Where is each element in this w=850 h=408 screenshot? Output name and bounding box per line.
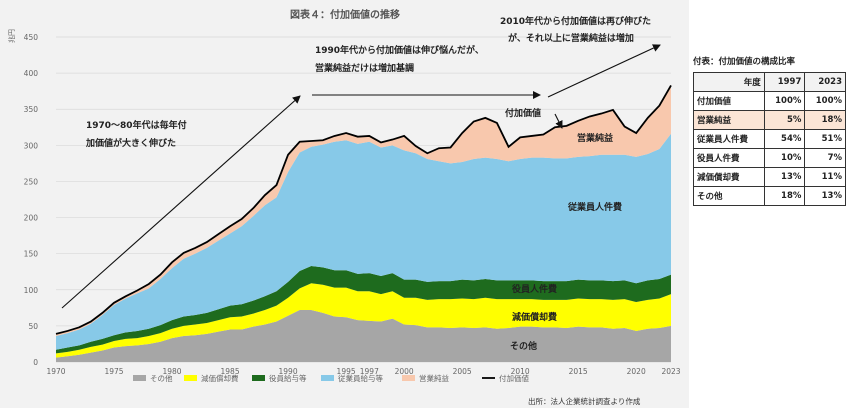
cell-2023: 7% bbox=[804, 148, 846, 168]
cell-1997: 100% bbox=[763, 91, 806, 111]
legend-label: 役員給与等 bbox=[269, 373, 307, 383]
area-役員給与等 bbox=[56, 265, 671, 354]
area-営業純益 bbox=[56, 85, 671, 336]
annotation-text: 1970～80年代は毎年付 bbox=[86, 119, 187, 131]
legend-label: 従業員給与等 bbox=[338, 373, 383, 383]
x-tick-label: 2000 bbox=[395, 367, 414, 376]
trend-arrow bbox=[61, 95, 301, 309]
table-title: 付表：付加価値の構成比率 bbox=[693, 57, 796, 67]
x-tick-label: 1970 bbox=[46, 367, 65, 376]
y-tick-label: 450 bbox=[24, 33, 39, 42]
y-tick-label: 250 bbox=[24, 177, 39, 186]
table-row: 営業純益 5% 18% bbox=[693, 110, 846, 130]
cell-2023: 100% bbox=[804, 91, 846, 111]
x-tick-label: 2010 bbox=[511, 367, 530, 376]
cell-2023: 13% bbox=[804, 186, 846, 206]
x-tick-label: 1995 bbox=[337, 367, 356, 376]
y-tick-label: 50 bbox=[28, 322, 38, 331]
annotation-text: 加価値が大きく伸びた bbox=[85, 137, 176, 149]
legend-swatch bbox=[402, 375, 415, 381]
value-added-chart: 図表４：付加価値の推移 兆円 0 50 100 150 200 250 300 350 400 4… bbox=[7, 8, 681, 383]
composition-table: 年度 1997 2023 付加価値 100% 100% 営業純益 5% 18% … bbox=[693, 72, 846, 206]
row-label: 営業純益 bbox=[693, 110, 765, 130]
x-tick-label: 1985 bbox=[221, 367, 240, 376]
y-tick-label: 100 bbox=[24, 286, 39, 295]
cell-1997: 5% bbox=[763, 110, 806, 130]
row-label: 従業員人件費 bbox=[693, 129, 765, 149]
legend-label: 営業純益 bbox=[419, 373, 449, 383]
cell-2023: 18% bbox=[804, 110, 846, 130]
area-label-depreciation: 減価償却費 bbox=[512, 311, 557, 323]
header-1997: 1997 bbox=[763, 72, 806, 92]
x-tick-label: 2005 bbox=[453, 367, 472, 376]
table-row: その他 18% 13% bbox=[693, 186, 846, 206]
header-year: 年度 bbox=[693, 72, 765, 92]
area-label-total: 付加価値 bbox=[505, 107, 541, 119]
table-header-row: 年度 1997 2023 bbox=[693, 72, 846, 92]
cell-1997: 54% bbox=[763, 129, 806, 149]
table-row: 従業員人件費 54% 51% bbox=[693, 129, 846, 149]
row-label: その他 bbox=[693, 186, 765, 206]
y-tick-label: 350 bbox=[24, 105, 39, 114]
cell-1997: 18% bbox=[763, 186, 806, 206]
x-tick-label: 1990 bbox=[279, 367, 298, 376]
legend-label: その他 bbox=[150, 373, 173, 383]
area-従業員給与等 bbox=[56, 133, 671, 350]
y-tick-label: 150 bbox=[24, 250, 39, 259]
y-tick-label: 200 bbox=[24, 214, 39, 223]
area-label-profit: 営業純益 bbox=[577, 132, 613, 144]
cell-1997: 10% bbox=[763, 148, 806, 168]
legend-label: 付加価値 bbox=[499, 373, 529, 383]
chart-panel: 図表４：付加価値の推移 兆円 0 50 100 150 200 250 300 350 400 4… bbox=[0, 0, 689, 408]
composition-table-panel: 付表：付加価値の構成比率 年度 1997 2023 付加価値 100% 100%… bbox=[693, 55, 846, 206]
y-tick-label: 300 bbox=[24, 141, 39, 150]
x-tick-label: 1997 bbox=[360, 367, 379, 376]
cell-2023: 11% bbox=[804, 167, 846, 187]
x-tick-label: 2023 bbox=[661, 367, 680, 376]
area-label-employee: 従業員人件費 bbox=[567, 201, 622, 213]
x-tick-label: 1980 bbox=[162, 367, 181, 376]
annotation-text: 2010年代から付加価値は再び伸びた bbox=[500, 15, 651, 27]
area-label-other: その他 bbox=[510, 340, 537, 352]
y-axis-unit: 兆円 bbox=[7, 29, 16, 43]
area-label-officer: 役員人件費 bbox=[511, 283, 557, 295]
y-tick-label: 400 bbox=[24, 69, 39, 78]
table-row: 付加価値 100% 100% bbox=[693, 91, 846, 111]
header-2023: 2023 bbox=[804, 72, 846, 92]
legend-swatch bbox=[184, 375, 197, 381]
chart-title: 図表４：付加価値の推移 bbox=[290, 8, 400, 21]
row-label: 役員人件費 bbox=[693, 148, 765, 168]
x-tick-label: 2015 bbox=[569, 367, 588, 376]
trend-arrow bbox=[547, 44, 661, 98]
source-note: 出所：法人企業統計調査より作成 bbox=[528, 397, 641, 406]
trend-arrow bbox=[554, 113, 563, 129]
cell-2023: 51% bbox=[804, 129, 846, 149]
annotation-text: 1990年代から付加価値は伸び悩んだが、 bbox=[315, 44, 484, 56]
legend-label: 減価償却費 bbox=[201, 373, 239, 383]
x-tick-label: 2020 bbox=[627, 367, 646, 376]
area-減価償却費 bbox=[56, 283, 671, 358]
legend-swatch bbox=[321, 375, 334, 381]
annotation-text: 営業純益だけは増加基調 bbox=[315, 62, 414, 74]
x-tick-label: 1975 bbox=[104, 367, 123, 376]
table-row: 減価償却費 13% 11% bbox=[693, 167, 846, 187]
legend-swatch bbox=[133, 375, 146, 381]
y-tick-label: 0 bbox=[33, 358, 38, 367]
total-line bbox=[55, 84, 672, 335]
legend-swatch bbox=[252, 375, 265, 381]
area-その他 bbox=[56, 310, 671, 362]
cell-1997: 13% bbox=[763, 167, 806, 187]
table-row: 役員人件費 10% 7% bbox=[693, 148, 846, 168]
row-label: 付加価値 bbox=[693, 91, 765, 111]
annotation-text: が、それ以上に営業純益は増加 bbox=[508, 32, 634, 44]
row-label: 減価償却費 bbox=[693, 167, 765, 187]
